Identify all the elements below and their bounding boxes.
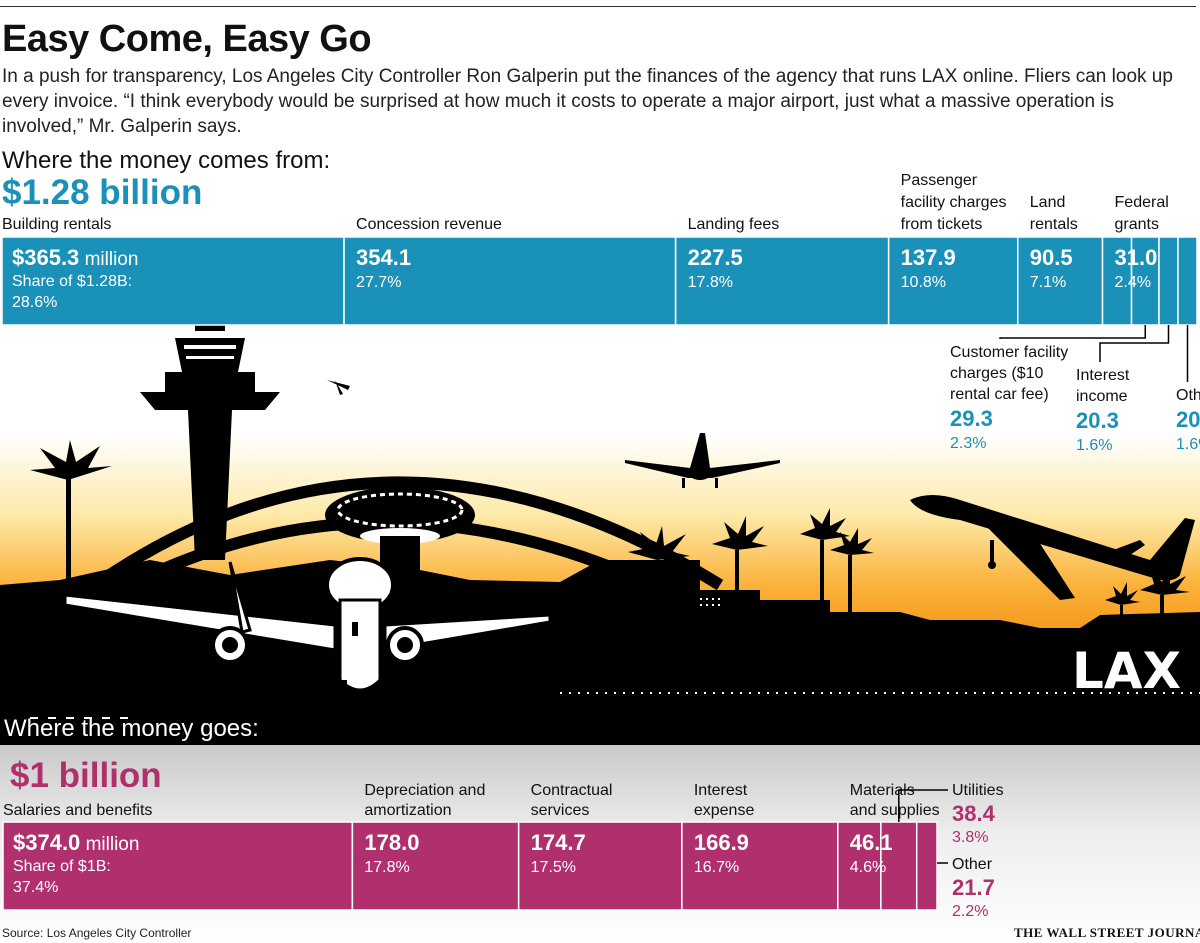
income-share-value: 17.8%: [688, 274, 733, 291]
expense-heading: Where the money goes:: [4, 715, 259, 742]
income-value-label: 20.3: [1176, 407, 1200, 432]
top-rule: [0, 6, 1196, 7]
income-share-value: 28.6%: [12, 294, 57, 311]
publisher-logo: THE WALL STREET JOURNAL.: [1014, 925, 1200, 940]
income-category-label: income: [1076, 388, 1128, 405]
income-value-label: 29.3: [950, 406, 993, 431]
expense-bar-segment: [681, 821, 839, 911]
expense-category-label: services: [531, 802, 590, 819]
income-share-label: Share of $1.28B:: [12, 273, 132, 290]
income-category-label: from tickets: [901, 216, 983, 233]
income-heading: Where the money comes from:: [2, 147, 331, 174]
income-leader-line: [999, 325, 1147, 339]
airplane-approaching: [625, 433, 780, 488]
income-category-label: charges ($10: [950, 365, 1043, 382]
income-value-label: 137.9: [901, 245, 956, 270]
expense-bar-segment: [2, 821, 354, 911]
income-category-label: Other: [1176, 387, 1200, 404]
income-leader-line: [1099, 325, 1170, 362]
expense-bar-segment: [837, 821, 882, 911]
expense-category-label: Salaries and benefits: [3, 802, 152, 819]
expense-share-label: Share of $1B:: [13, 858, 111, 875]
expense-category-label: Other: [952, 856, 993, 873]
income-value-label: 20.3: [1076, 408, 1119, 433]
expense-bar-segment: [915, 821, 938, 911]
expense-bar-segment: [517, 821, 683, 911]
income-category-label: Land: [1030, 194, 1066, 211]
income-category-label: rentals: [1030, 216, 1078, 233]
income-bar-segment: [1, 236, 345, 326]
airplane-front-view: [63, 557, 552, 694]
income-bar-segment: [1158, 236, 1179, 326]
income-value-label: 31.0: [1115, 245, 1158, 270]
income-category-label: Customer facility: [950, 344, 1068, 361]
theme-building-saucer: [325, 487, 475, 584]
page-title: Easy Come, Easy Go: [2, 18, 372, 60]
income-share-value: 2.3%: [950, 435, 986, 452]
income-category-label: Building rentals: [2, 216, 111, 233]
income-category-label: Interest: [1076, 367, 1130, 384]
income-category-label: grants: [1115, 216, 1159, 233]
source-note: Source: Los Angeles City Controller: [2, 926, 192, 940]
airplane-departing: [910, 495, 1195, 600]
income-category-label: facility charges: [901, 194, 1007, 211]
income-share-value: 27.7%: [356, 274, 401, 291]
expense-value-label: 174.7: [531, 830, 586, 855]
expense-category-label: expense: [694, 802, 755, 819]
expense-share-value: 16.7%: [694, 859, 739, 876]
expense-share-value: 17.8%: [364, 859, 409, 876]
income-bar-segment: [1130, 236, 1160, 326]
income-total: $1.28 billion: [2, 173, 203, 212]
expense-value-label: 166.9: [694, 830, 749, 855]
expense-share-value: 17.5%: [531, 859, 576, 876]
palm-trees: [30, 440, 1190, 630]
income-share-value: 7.1%: [1030, 274, 1066, 291]
expense-share-value: 37.4%: [13, 879, 58, 896]
income-bar-segment: [674, 236, 890, 326]
expense-value-label: 46.1: [850, 830, 893, 855]
income-share-value: 10.8%: [901, 274, 946, 291]
income-bar-segment: [887, 236, 1019, 326]
expense-category-label: Depreciation and: [364, 782, 485, 799]
ground-silhouette: [0, 560, 1200, 745]
income-share-value: 2.4%: [1115, 274, 1151, 291]
expense-share-value: 4.6%: [850, 859, 886, 876]
income-category-label: Landing fees: [688, 216, 780, 233]
income-value-label: 227.5: [688, 245, 743, 270]
income-category-label: rental car fee): [950, 386, 1049, 403]
expense-total: $1 billion: [10, 756, 162, 795]
expense-share-value: 2.2%: [952, 903, 988, 920]
expense-category-label: and supplies: [850, 802, 940, 819]
expense-value-label: 38.4: [952, 801, 996, 826]
income-category-label: Passenger: [901, 172, 978, 189]
income-value-label: $365.3 million: [12, 245, 138, 270]
expense-leader-line: [898, 789, 948, 822]
income-share-value: 1.6%: [1176, 436, 1200, 453]
expense-category-label: amortization: [364, 802, 451, 819]
expense-share-value: 3.8%: [952, 829, 988, 846]
income-category-label: Concession revenue: [356, 216, 502, 233]
income-bar-segment: [1177, 236, 1198, 326]
income-value-label: 90.5: [1030, 245, 1073, 270]
expense-category-label: Utilities: [952, 782, 1004, 799]
intro-text: In a push for transparency, Los Angeles …: [2, 66, 1173, 137]
income-category-label: Federal: [1115, 194, 1169, 211]
income-value-label: 354.1: [356, 245, 411, 270]
expense-value-label: $374.0 million: [13, 830, 139, 855]
expense-bar-segment: [351, 821, 520, 911]
income-share-value: 1.6%: [1076, 437, 1112, 454]
lax-sign: LAX: [1072, 642, 1181, 700]
expense-category-label: Interest: [694, 782, 748, 799]
expense-value-label: 178.0: [364, 830, 419, 855]
distant-airplane: [327, 380, 350, 395]
expense-category-label: Contractual: [531, 782, 613, 799]
expense-value-label: 21.7: [952, 875, 995, 900]
